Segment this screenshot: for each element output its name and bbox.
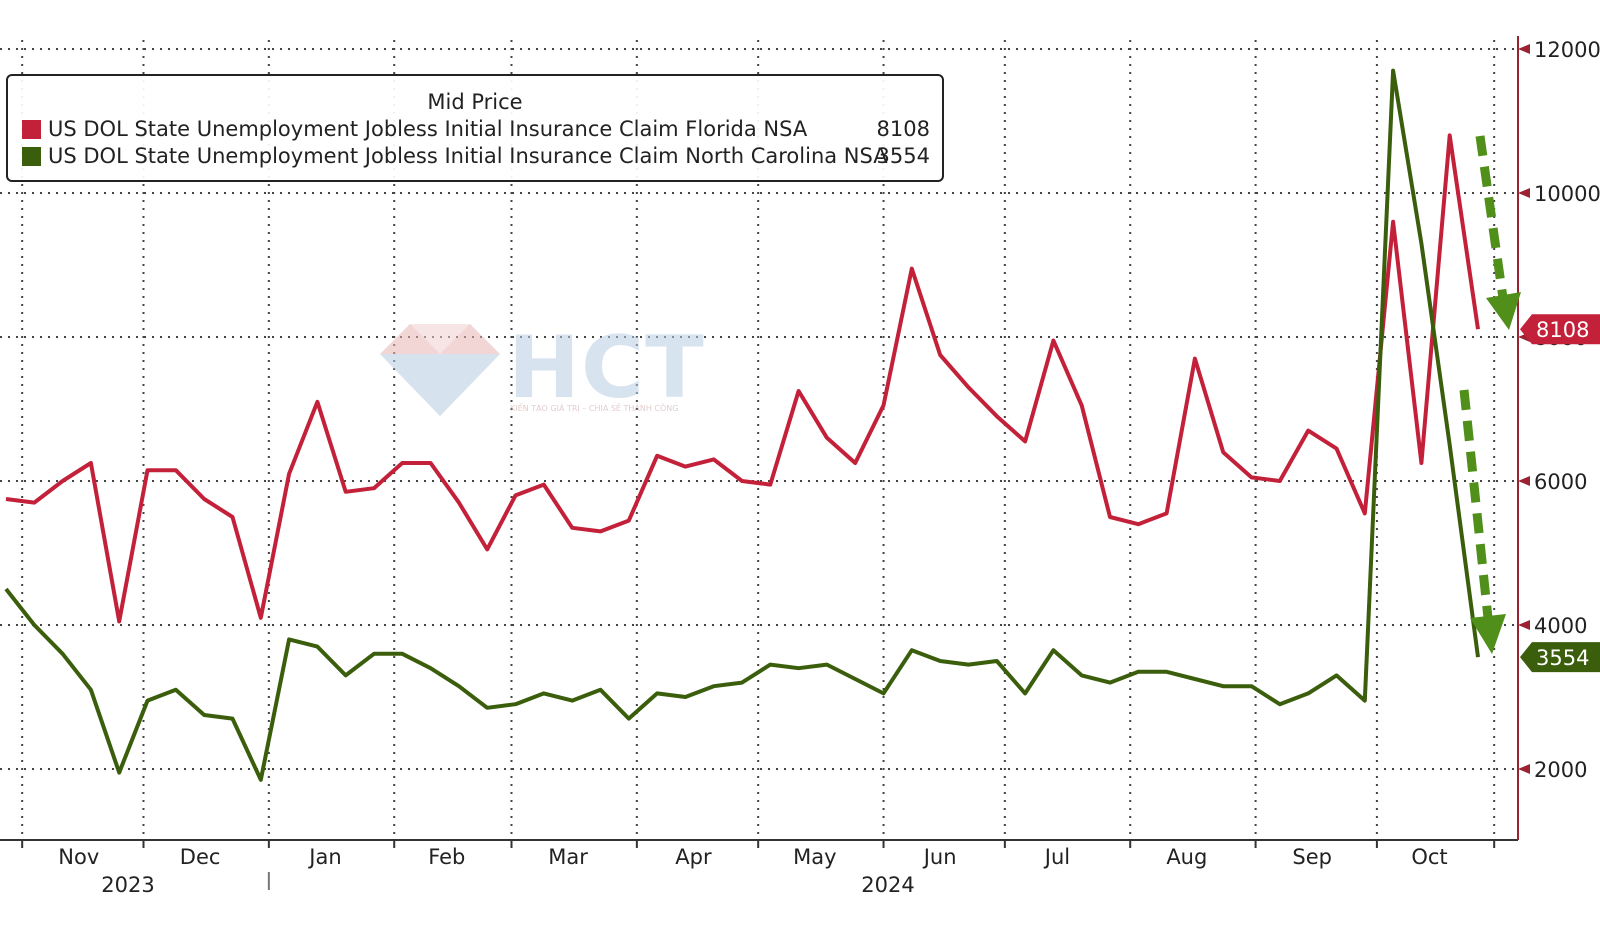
down-arrow-1-shaft [1475, 135, 1508, 299]
legend-swatch-florida [22, 120, 41, 139]
x-tick-label: Aug [1166, 845, 1207, 869]
y-tick-mark [1518, 188, 1530, 198]
legend-label-florida: US DOL State Unemployment Jobless Initia… [48, 117, 808, 141]
y-tick-label: 10000 [1534, 182, 1600, 206]
down-arrow-1-head [1486, 292, 1521, 330]
x-tick-label: Jan [307, 845, 341, 869]
legend-swatch-north-carolina [22, 147, 41, 166]
last-value-tag-bg [1520, 642, 1600, 673]
x-tick-label: Jun [922, 845, 957, 869]
last-value-tag-florida: 8108 [1520, 314, 1600, 345]
last-value-tag-text: 3554 [1536, 646, 1589, 670]
line-north-carolina [4, 68, 1480, 782]
down-arrow-2-head [1470, 614, 1506, 654]
y-tick-mark [1518, 476, 1530, 486]
series-lines [4, 68, 1480, 782]
y-tick-label: 4000 [1534, 614, 1587, 638]
legend-value-florida: 8108 [876, 117, 930, 141]
y-tick-label: 2000 [1534, 758, 1587, 782]
y-tick-mark [1518, 44, 1530, 54]
watermark-subtext: KIẾN TẠO GIÁ TRỊ – CHIA SẺ THÀNH CÔNG [510, 404, 679, 413]
x-tick-label: Apr [675, 845, 712, 869]
x-tick-label: Sep [1292, 845, 1332, 869]
line-florida [5, 133, 1480, 624]
x-tick-label: Dec [180, 845, 221, 869]
watermark-text: HCT [508, 318, 705, 418]
down-arrow-2-shaft [1459, 389, 1493, 619]
last-value-tag-north-carolina: 3554 [1520, 642, 1600, 673]
x-tick-label: Nov [58, 845, 99, 869]
legend-title: Mid Price [427, 90, 523, 114]
y-tick-label: 6000 [1534, 470, 1587, 494]
x-tick-label: May [793, 845, 836, 869]
year-label-2023: 2023 [101, 873, 154, 897]
legend-label-north-carolina: US DOL State Unemployment Jobless Initia… [48, 144, 888, 168]
last-value-tag-text: 8108 [1536, 318, 1589, 342]
y-tick-mark [1518, 620, 1530, 630]
legend-item-florida: US DOL State Unemployment Jobless Initia… [22, 117, 930, 143]
axes: 20004000600080001000012000NovDecJanFebMa… [0, 36, 1600, 897]
x-tick-label: Oct [1411, 845, 1447, 869]
diamond-logo-icon [380, 324, 500, 416]
year-label-2024: 2024 [861, 873, 914, 897]
x-tick-label: Jul [1043, 845, 1070, 869]
x-tick-label: Feb [428, 845, 465, 869]
annotation-arrows [1459, 135, 1521, 654]
last-value-tag-bg [1520, 314, 1600, 345]
legend-value-north-carolina: 3554 [876, 144, 930, 168]
legend: Mid Price US DOL State Unemployment Jobl… [6, 74, 944, 182]
legend-item-north-carolina: US DOL State Unemployment Jobless Initia… [22, 144, 930, 170]
x-tick-label: Mar [548, 845, 588, 869]
y-tick-mark [1518, 764, 1530, 774]
y-tick-label: 12000 [1534, 38, 1600, 62]
watermark-logo: HCT KIẾN TẠO GIÁ TRỊ – CHIA SẺ THÀNH CÔN… [380, 318, 704, 418]
